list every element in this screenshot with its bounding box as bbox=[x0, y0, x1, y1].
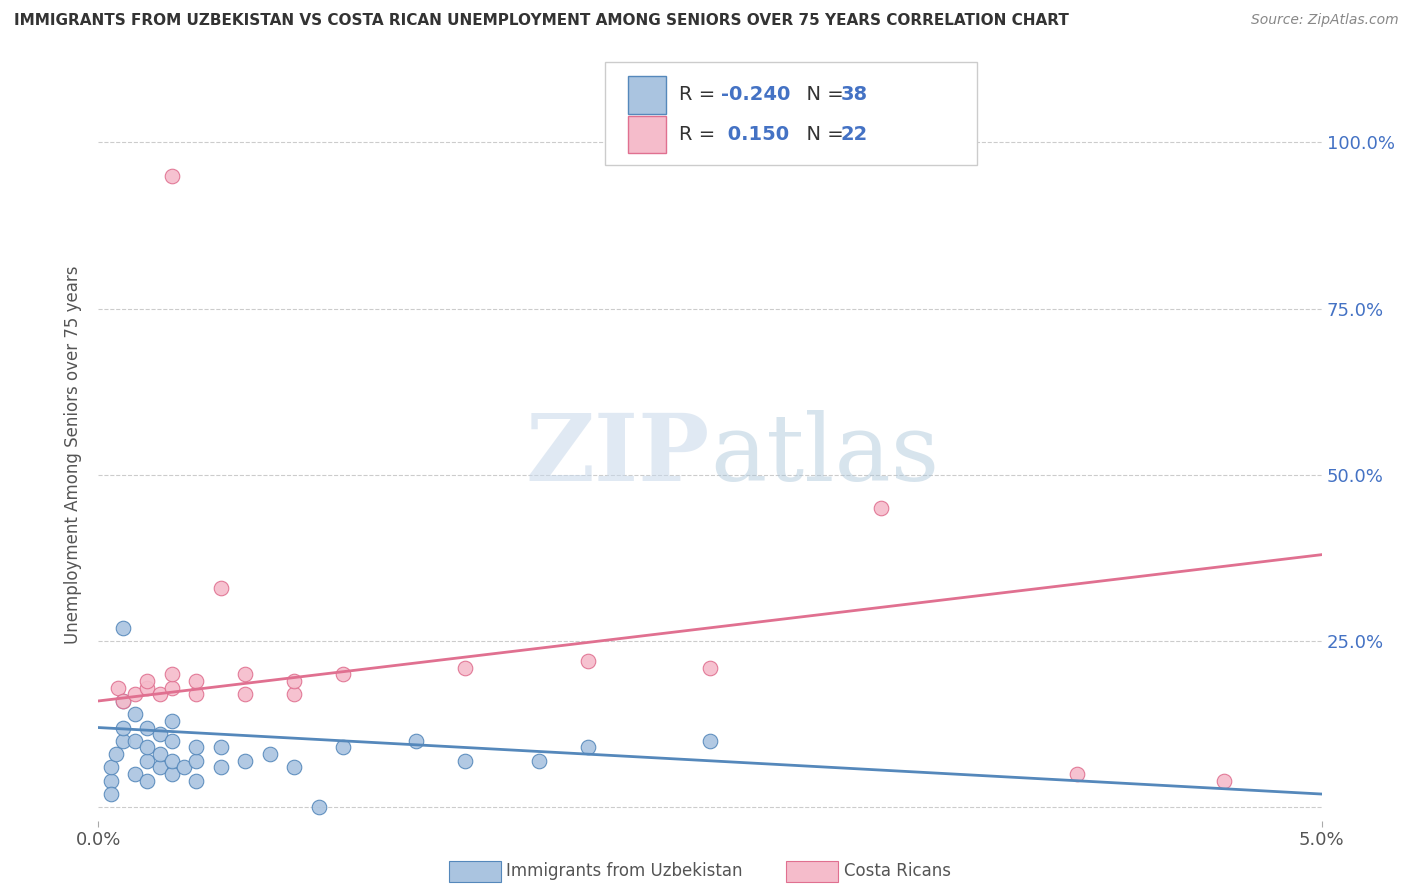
Point bbox=[454, 754, 477, 768]
Point bbox=[107, 681, 129, 695]
Point bbox=[870, 501, 893, 516]
Point bbox=[332, 667, 354, 681]
Point bbox=[1066, 767, 1088, 781]
Point bbox=[332, 740, 354, 755]
Point bbox=[160, 681, 183, 695]
Point bbox=[149, 760, 172, 774]
Y-axis label: Unemployment Among Seniors over 75 years: Unemployment Among Seniors over 75 years bbox=[65, 266, 83, 644]
Point bbox=[124, 767, 146, 781]
Point bbox=[209, 581, 232, 595]
Point bbox=[136, 673, 159, 688]
Point bbox=[149, 727, 172, 741]
Point bbox=[124, 707, 146, 722]
Point bbox=[111, 694, 134, 708]
Point bbox=[186, 740, 208, 755]
Text: atlas: atlas bbox=[710, 410, 939, 500]
Point bbox=[100, 787, 122, 801]
Point bbox=[136, 754, 159, 768]
Point bbox=[136, 740, 159, 755]
Point bbox=[233, 667, 256, 681]
Point bbox=[136, 773, 159, 788]
Point bbox=[233, 687, 256, 701]
Text: IMMIGRANTS FROM UZBEKISTAN VS COSTA RICAN UNEMPLOYMENT AMONG SENIORS OVER 75 YEA: IMMIGRANTS FROM UZBEKISTAN VS COSTA RICA… bbox=[14, 13, 1069, 29]
Text: N =: N = bbox=[794, 86, 851, 104]
Point bbox=[111, 721, 134, 735]
Point bbox=[233, 754, 256, 768]
Point bbox=[209, 760, 232, 774]
Text: Source: ZipAtlas.com: Source: ZipAtlas.com bbox=[1251, 13, 1399, 28]
Point bbox=[576, 654, 599, 668]
Text: R =: R = bbox=[679, 86, 721, 104]
Point bbox=[160, 754, 183, 768]
Point bbox=[136, 721, 159, 735]
Text: N =: N = bbox=[794, 125, 851, 144]
Text: 0.150: 0.150 bbox=[721, 125, 789, 144]
Point bbox=[454, 661, 477, 675]
Point bbox=[111, 694, 134, 708]
Point bbox=[160, 734, 183, 748]
Point bbox=[1212, 773, 1234, 788]
Point bbox=[124, 687, 146, 701]
Point bbox=[111, 734, 134, 748]
Point bbox=[160, 767, 183, 781]
Point bbox=[173, 760, 195, 774]
Point bbox=[100, 760, 122, 774]
Point bbox=[160, 169, 183, 183]
Point bbox=[259, 747, 281, 761]
Text: R =: R = bbox=[679, 125, 721, 144]
Point bbox=[308, 800, 330, 814]
Text: 38: 38 bbox=[841, 86, 868, 104]
Point bbox=[527, 754, 550, 768]
Point bbox=[100, 773, 122, 788]
Point bbox=[111, 621, 134, 635]
Point bbox=[186, 687, 208, 701]
Text: ZIP: ZIP bbox=[526, 410, 710, 500]
Point bbox=[576, 740, 599, 755]
Point bbox=[186, 673, 208, 688]
Point bbox=[124, 734, 146, 748]
Point bbox=[149, 747, 172, 761]
Point bbox=[186, 773, 208, 788]
Point bbox=[283, 760, 305, 774]
Point bbox=[186, 754, 208, 768]
Point bbox=[104, 747, 127, 761]
Point bbox=[283, 673, 305, 688]
Point bbox=[405, 734, 427, 748]
Point bbox=[160, 667, 183, 681]
Text: Immigrants from Uzbekistan: Immigrants from Uzbekistan bbox=[506, 863, 742, 880]
Text: 22: 22 bbox=[841, 125, 868, 144]
Point bbox=[283, 687, 305, 701]
Text: -0.240: -0.240 bbox=[721, 86, 790, 104]
Point bbox=[699, 734, 721, 748]
Point bbox=[136, 681, 159, 695]
Point bbox=[699, 661, 721, 675]
Text: Costa Ricans: Costa Ricans bbox=[844, 863, 950, 880]
Point bbox=[160, 714, 183, 728]
Point bbox=[209, 740, 232, 755]
Point bbox=[149, 687, 172, 701]
